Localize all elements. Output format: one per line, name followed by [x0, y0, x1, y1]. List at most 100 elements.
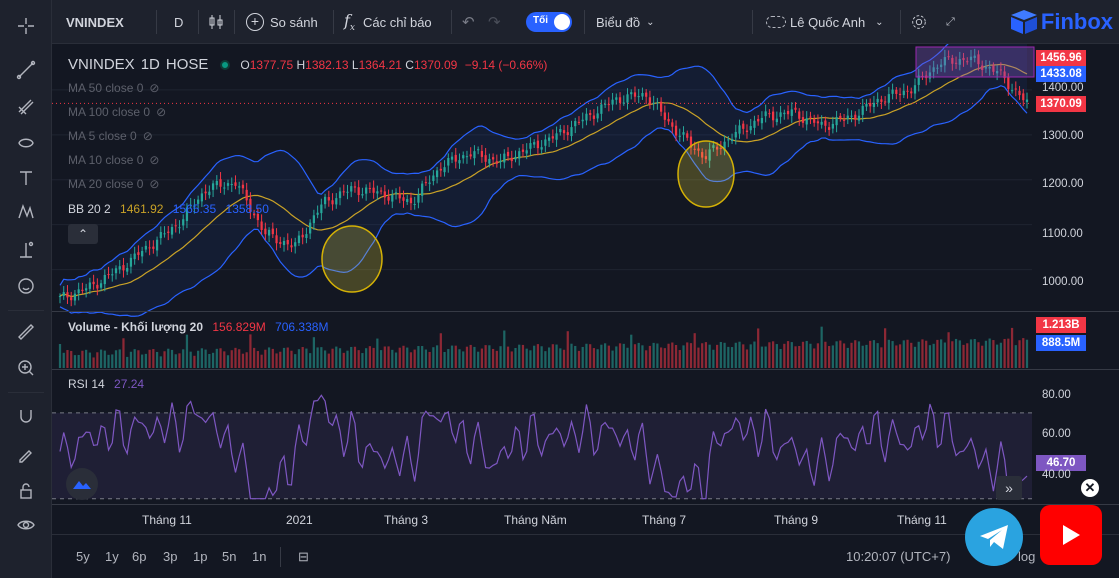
range-button[interactable]: 1y — [105, 549, 119, 564]
candle-type-icon[interactable] — [208, 0, 224, 44]
range-button[interactable]: 5y — [76, 549, 90, 564]
candle-body — [155, 239, 159, 251]
range-button[interactable]: 1p — [193, 549, 208, 564]
volume-bar — [200, 348, 203, 368]
candle-body — [551, 136, 554, 139]
telegram-button[interactable] — [965, 508, 1023, 566]
volume-bar — [428, 351, 431, 368]
fib-tool-icon[interactable] — [14, 95, 38, 119]
volume-bar — [884, 328, 887, 368]
candle-body — [730, 139, 734, 142]
trend-line-icon[interactable] — [14, 58, 38, 82]
log-scale-toggle[interactable]: log — [1018, 549, 1036, 564]
volume-bar — [458, 349, 461, 368]
candle-body — [831, 123, 834, 129]
emoji-icon[interactable] — [14, 274, 38, 298]
volume-bar — [342, 352, 345, 368]
rsi-legend[interactable]: RSI 14 27.24 — [68, 377, 145, 391]
volume-bar — [462, 351, 465, 368]
candle-body — [775, 118, 778, 123]
volume-bar — [592, 348, 596, 368]
indicators-button[interactable]: fx Các chỉ báo — [344, 0, 432, 44]
crosshair-icon[interactable] — [14, 14, 38, 38]
user-menu[interactable]: Lê Quốc Anh ⌄ — [766, 0, 884, 44]
volume-bar — [622, 343, 625, 368]
goto-date-icon[interactable]: ⊟ — [298, 549, 309, 564]
chart-type-dropdown[interactable]: Biểu đồ ⌄ — [596, 0, 654, 44]
rsi-scale[interactable]: 80.00 60.00 46.70 40.00 — [1034, 369, 1119, 504]
volume-bar — [723, 342, 726, 368]
volume-bar — [861, 345, 864, 368]
interval-button[interactable]: D — [174, 14, 184, 30]
candle-body — [678, 135, 681, 137]
volume-bar — [264, 349, 267, 368]
fullscreen-icon[interactable]: ⤢ — [946, 15, 955, 28]
undo-icon[interactable]: ↶ — [462, 14, 475, 31]
candle-body — [462, 155, 465, 159]
candle-body — [544, 139, 547, 146]
candle-body — [506, 151, 510, 157]
symbol-search[interactable]: VNINDEX — [66, 14, 124, 30]
collapse-legend-button[interactable]: ⌃ — [68, 224, 98, 244]
candle-body — [734, 131, 737, 138]
lock-drawing-icon[interactable] — [14, 442, 38, 466]
ruler-icon[interactable] — [14, 320, 38, 344]
theme-toggle-label: Tối — [533, 15, 548, 26]
eye-off-icon[interactable]: ⊘ — [142, 129, 153, 143]
volume-bar — [786, 341, 790, 368]
redo-icon[interactable]: ↷ — [488, 14, 501, 31]
chart-canvas[interactable] — [52, 44, 1119, 534]
chart-logo-icon[interactable] — [66, 468, 98, 500]
ma-legend-item[interactable]: MA 10 close 0 ⊘ — [68, 153, 160, 167]
volume-legend[interactable]: Volume - Khối lượng 20 156.829M 706.338M — [68, 320, 329, 334]
eye-off-icon[interactable]: ⊘ — [149, 81, 160, 95]
volume-bar — [940, 339, 943, 368]
ma-legend-item[interactable]: MA 20 close 0 ⊘ — [68, 177, 160, 191]
volume-bar — [798, 345, 801, 368]
volume-bar — [712, 349, 715, 368]
settings-gear-icon[interactable] — [910, 0, 928, 44]
compare-button[interactable]: + So sánh — [246, 0, 318, 44]
bb-legend[interactable]: BB 20 2 1461.92 1565.35 1358.50 — [68, 202, 269, 216]
shape-tool-icon[interactable] — [14, 131, 38, 155]
range-button[interactable]: 1n — [252, 549, 267, 564]
lock-icon[interactable] — [14, 479, 38, 503]
bb-fill — [60, 44, 1027, 317]
price-scale[interactable]: 1456.96 1433.08 1400.00 1370.09 1300.00 … — [1034, 44, 1119, 311]
candle-body — [178, 227, 181, 229]
eye-off-icon[interactable]: ⊘ — [149, 177, 160, 191]
theme-toggle[interactable]: Tối — [526, 0, 572, 44]
eye-off-icon[interactable]: ⊘ — [156, 105, 167, 119]
top-toolbar: VNINDEX D + So sánh fx Các chỉ báo ↶ ↷ T… — [52, 0, 1119, 44]
candle-body — [323, 196, 327, 205]
chart-area[interactable]: VNINDEX 1D HOSE O1377.75 H1382.13 L1364.… — [52, 44, 1119, 534]
time-label: Tháng 9 — [774, 513, 819, 527]
volume-bar — [114, 350, 118, 368]
magnet-icon[interactable] — [14, 404, 38, 428]
youtube-button[interactable] — [1040, 505, 1102, 565]
volume-bar — [133, 349, 136, 368]
volume-bar — [540, 346, 543, 368]
annotation-circle — [321, 225, 383, 293]
zoom-in-icon[interactable] — [14, 356, 38, 380]
ma-legend-item[interactable]: MA 100 close 0 ⊘ — [68, 105, 167, 119]
text-tool-icon[interactable] — [14, 166, 38, 190]
close-ad-icon[interactable]: ✕ — [1081, 479, 1099, 497]
range-button[interactable]: 6p — [132, 549, 147, 564]
eye-off-icon[interactable]: ⊘ — [149, 153, 160, 167]
scroll-right-button[interactable]: » — [996, 476, 1022, 500]
candle-body — [226, 183, 230, 186]
eye-icon[interactable] — [14, 513, 38, 537]
ma-legend-item[interactable]: MA 5 close 0 ⊘ — [68, 129, 153, 143]
range-button[interactable]: 5n — [222, 549, 237, 564]
ma-legend-item[interactable]: MA 50 close 0 ⊘ — [68, 81, 160, 95]
measure-tool-icon[interactable] — [14, 238, 38, 262]
range-button[interactable]: 3p — [163, 549, 178, 564]
candle-body — [365, 187, 368, 194]
pattern-tool-icon[interactable] — [14, 200, 38, 224]
candle-body — [936, 67, 939, 69]
volume-scale[interactable]: 1.213B 888.5M — [1034, 311, 1119, 369]
candle-body — [525, 150, 528, 154]
candle-body — [798, 111, 801, 119]
time-axis[interactable]: Tháng 11 2021 Tháng 3 Tháng Năm Tháng 7 … — [52, 504, 1034, 534]
